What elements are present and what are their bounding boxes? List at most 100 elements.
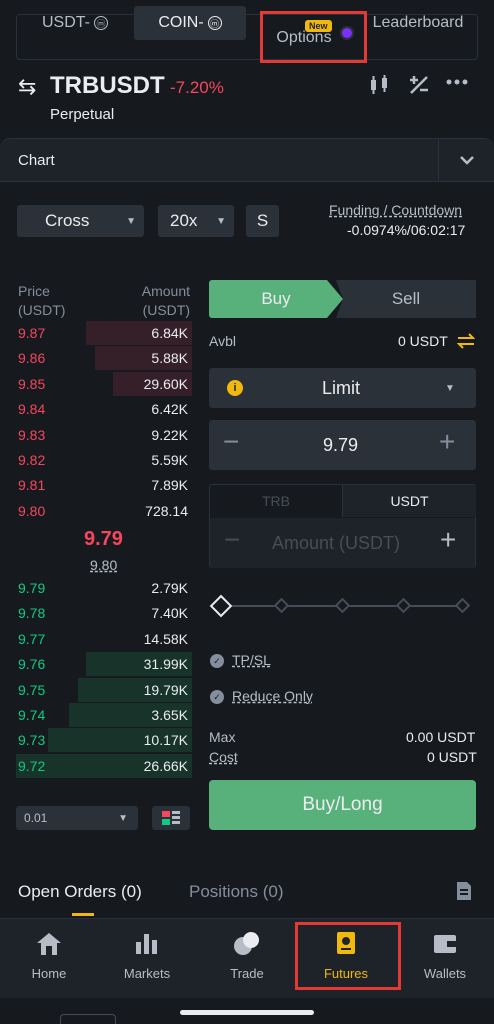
reduce-only-label[interactable]: Reduce Only [232,688,313,704]
depth-bar [86,652,192,677]
futures-type-tabbar [16,14,478,60]
price-input[interactable]: 9.79 [323,435,359,455]
orderbook-price: 9.82 [18,452,46,468]
highlight-box-futures [295,922,401,990]
buy-tab[interactable]: Buy [209,280,343,318]
orderbook-row[interactable]: 9.84 6.42K [16,397,192,422]
orderbook-amount: 26.66K [143,757,188,774]
orderbook-row[interactable]: 9.74 3.65K [16,703,192,728]
caret-down-icon: ▼ [126,215,136,227]
plus-icon[interactable]: + [440,524,457,555]
orderbook-price: 9.81 [18,477,46,494]
more-icon[interactable] [446,72,468,98]
nav-wallets[interactable]: Wallets [396,926,494,990]
leverage-select[interactable]: 20x ▼ [158,205,234,237]
orderbook-row[interactable]: 9.80 728.14 [16,499,192,524]
tab-positions[interactable]: Positions (0) [189,882,284,901]
orderbook-amount: 7.89K [151,477,188,494]
max-label: Max [209,729,236,745]
orderbook-amount: 3.65K [151,707,188,723]
chevron-down-icon[interactable] [438,138,494,182]
orderbook-layout-icon[interactable] [152,806,190,830]
orderbook-amount: 6.42K [151,401,188,418]
slider-step[interactable] [334,597,351,614]
depth-bar [95,346,192,371]
depth-bar [47,728,192,753]
orderbook-row[interactable]: 9.75 19.79K [16,677,192,703]
orderbook-row[interactable]: 9.82 5.59K [16,448,192,473]
orderbook-row[interactable]: 9.78 7.40K [16,601,192,626]
orderbook-row[interactable]: 9.85 29.60K [16,371,192,397]
nav-trade[interactable]: Trade [198,926,296,990]
cost-label[interactable]: Cost [209,749,238,765]
slider-step[interactable] [454,597,471,614]
futures-icon [332,930,360,958]
orderbook-row[interactable]: 9.79 2.79K [16,576,192,601]
home-indicator [180,1010,314,1015]
orderbook-price: 9.72 [18,757,46,774]
partial-element [60,1014,116,1024]
unit-tab-usdt[interactable]: USDT [343,485,476,517]
orderbook-row[interactable]: 9.73 10.17K [16,728,192,753]
candlestick-icon[interactable] [368,74,392,102]
new-badge: New [305,20,332,32]
tab-coin-m[interactable]: COIN-ⓜ [134,6,246,40]
position-mode-button[interactable]: S [246,205,279,237]
orderbook-row[interactable]: 9.86 5.88K [16,346,192,371]
orderbook-price: 9.76 [18,656,46,673]
amount-input[interactable]: Amount (USDT) [272,533,401,553]
precision-select[interactable]: 0.01 ▼ [16,806,138,830]
order-history-icon[interactable] [456,881,472,906]
info-icon[interactable]: i [227,380,243,396]
tpsl-label[interactable]: TP/SL [232,652,271,668]
tab-usdt-m[interactable]: USDT-ⓜ [22,6,128,40]
orderbook-price: 9.85 [18,375,46,392]
plus-icon[interactable]: + [439,426,456,457]
calculator-icon[interactable] [408,74,430,102]
unit-tab-trb[interactable]: TRB [210,485,343,517]
reduce-only-checkbox[interactable]: ✓ [210,690,224,704]
orderbook-row[interactable]: 9.87 6.84K [16,321,192,346]
orderbook-row[interactable]: 9.83 9.22K [16,423,192,448]
avbl-value: 0 USDT [398,333,448,349]
orderbook-row[interactable]: 9.81 7.89K [16,473,192,498]
nav-futures[interactable]: Futures [297,926,395,990]
chart-collapsed-bar[interactable] [0,138,494,182]
tab-open-orders[interactable]: Open Orders (0) [18,882,142,901]
funding-label[interactable]: Funding / Countdown [329,202,463,218]
order-type-select[interactable]: i Limit ▼ [209,368,476,408]
buy-long-button[interactable]: Buy/Long [209,780,476,830]
slider-handle[interactable] [209,594,233,618]
transfer-icon[interactable] [456,333,476,354]
sell-tab[interactable]: Sell [336,280,476,318]
slider-step[interactable] [395,597,412,614]
nav-markets[interactable]: Markets [98,926,196,990]
orderbook-row[interactable]: 9.76 31.99K [16,652,192,677]
symbol-title[interactable]: TRBUSDT [50,72,165,99]
last-price[interactable]: 9.79 [84,528,123,550]
price-stepper[interactable]: − 9.79 + [209,420,476,470]
nav-home[interactable]: Home [0,926,98,990]
depth-bar [77,677,192,702]
tab-options[interactable]: Options [276,29,332,46]
slider-step[interactable] [273,597,290,614]
orderbook-price: 9.87 [18,325,46,341]
margin-mode-select[interactable]: Cross ▼ [17,205,144,237]
tab-leaderboard[interactable]: Leaderboard [372,14,464,31]
minus-icon[interactable]: − [223,426,240,457]
amount-field[interactable]: − Amount (USDT) + [210,518,475,568]
wallet-icon [431,930,459,958]
orderbook-price: 9.75 [18,681,46,698]
orderbook-row[interactable]: 9.77 14.58K [16,627,192,652]
orderbook-price: 9.86 [18,350,46,367]
margin-m-icon: ⓜ [207,16,222,30]
orderbook-price: 9.73 [18,732,46,749]
orderbook-row[interactable]: 9.72 26.66K [16,753,192,779]
orderbook-price: 9.83 [18,426,46,443]
orderbook-amount: 31.99K [143,656,188,673]
active-tab-indicator [72,913,94,916]
swap-pair-icon[interactable]: ⇆ [18,74,37,99]
tpsl-checkbox[interactable]: ✓ [210,654,224,668]
mark-price[interactable]: 9.80 [90,557,118,573]
minus-icon[interactable]: − [224,524,241,555]
